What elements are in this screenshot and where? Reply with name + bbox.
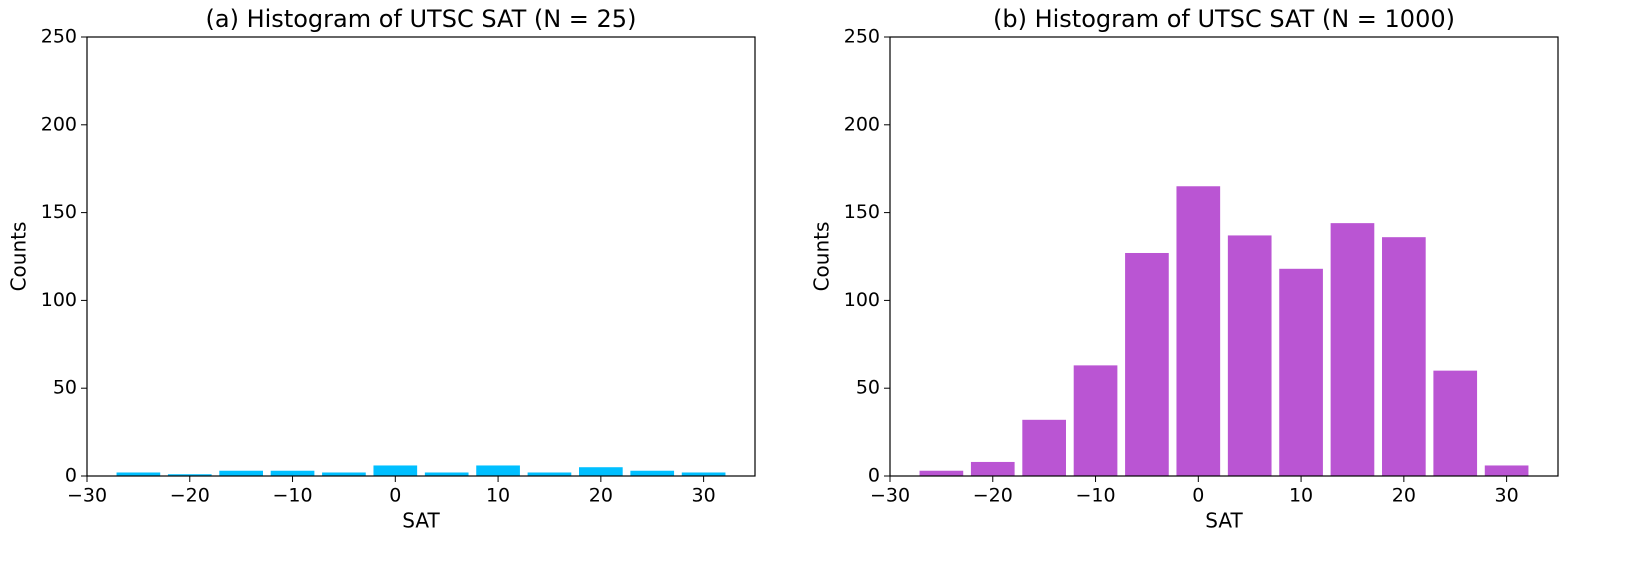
x-tick-label: −20: [170, 485, 210, 507]
x-tick-label: 10: [1289, 485, 1313, 507]
x-axis-label: SAT: [402, 509, 440, 533]
bar: [270, 470, 315, 476]
bar: [1279, 268, 1323, 476]
x-tick-label: 0: [1192, 485, 1204, 507]
chart-title: (a) Histogram of UTSC SAT (N = 25): [206, 5, 637, 33]
y-tick-label: 50: [53, 377, 77, 399]
bar: [527, 472, 572, 476]
x-axis-label: SAT: [1205, 509, 1243, 533]
bar: [1484, 465, 1529, 476]
y-tick-label: 250: [844, 26, 880, 48]
y-tick-label: 150: [844, 201, 880, 223]
x-tick-label: 20: [589, 485, 613, 507]
bar: [919, 470, 964, 476]
y-axis-label: Counts: [810, 222, 834, 292]
bar: [1382, 237, 1426, 476]
y-tick-label: 250: [41, 26, 77, 48]
bar: [630, 470, 675, 476]
y-tick-label: 0: [868, 465, 880, 487]
bar: [373, 465, 418, 476]
axes-frame: [889, 36, 1559, 477]
y-tick-label: 200: [41, 113, 77, 135]
bar: [1433, 370, 1478, 476]
bar: [1176, 186, 1221, 476]
x-tick-label: 30: [1495, 485, 1519, 507]
y-tick-label: 200: [844, 113, 880, 135]
bar: [1022, 419, 1066, 476]
x-tick-label: 20: [1392, 485, 1416, 507]
bar: [476, 465, 520, 476]
x-tick-label: −10: [1075, 485, 1115, 507]
bar: [322, 472, 366, 476]
x-tick-label: −30: [67, 485, 107, 507]
bar: [116, 472, 161, 476]
y-tick-label: 0: [65, 465, 77, 487]
y-tick-label: 100: [844, 289, 880, 311]
x-tick-label: 0: [389, 485, 401, 507]
axes-frame: [86, 36, 756, 477]
bar: [219, 470, 263, 476]
bar: [1125, 252, 1169, 476]
x-tick-label: −10: [272, 485, 312, 507]
bar: [1330, 223, 1375, 476]
y-tick-label: 150: [41, 201, 77, 223]
x-tick-label: −30: [870, 485, 910, 507]
bar: [424, 472, 469, 476]
bar: [970, 461, 1015, 476]
y-axis-label: Counts: [7, 222, 31, 292]
bar: [681, 472, 726, 476]
x-tick-label: 30: [692, 485, 716, 507]
bar: [1227, 235, 1272, 476]
chart-title: (b) Histogram of UTSC SAT (N = 1000): [993, 5, 1455, 33]
y-tick-label: 100: [41, 289, 77, 311]
bar: [167, 474, 212, 476]
bar: [1073, 365, 1118, 476]
x-tick-label: 10: [486, 485, 510, 507]
y-tick-label: 50: [856, 377, 880, 399]
bar: [579, 467, 623, 476]
x-tick-label: −20: [973, 485, 1013, 507]
